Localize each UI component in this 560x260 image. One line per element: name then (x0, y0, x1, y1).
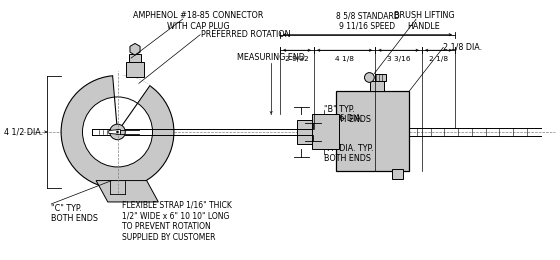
Text: FLEXIBLE STRAP 1/16" THICK
1/2" WIDE x 6" 10 10" LONG
TO PREVENT ROTATION
SUPPLI: FLEXIBLE STRAP 1/16" THICK 1/2" WIDE x 6… (123, 200, 232, 242)
Text: PREFERRED ROTATION: PREFERRED ROTATION (201, 30, 291, 39)
Bar (129, 54, 141, 62)
Circle shape (115, 129, 120, 134)
Polygon shape (109, 129, 120, 134)
Text: 2 9/32: 2 9/32 (285, 56, 309, 62)
Bar (375, 74, 386, 81)
Wedge shape (113, 76, 150, 132)
Text: BRUSH LIFTING
HANDLE: BRUSH LIFTING HANDLE (394, 11, 454, 31)
Text: "A" DIA. TYP.
BOTH ENDS: "A" DIA. TYP. BOTH ENDS (324, 144, 373, 163)
Circle shape (110, 124, 125, 140)
Circle shape (116, 131, 119, 133)
Text: AMPHENOL #18-85 CONNECTOR
WITH CAP PLUG: AMPHENOL #18-85 CONNECTOR WITH CAP PLUG (133, 11, 263, 31)
Bar (337, 91, 409, 171)
Text: "C" TYP.
BOTH ENDS: "C" TYP. BOTH ENDS (52, 204, 99, 223)
Bar (392, 169, 403, 179)
Text: 3 3/16: 3 3/16 (387, 56, 410, 62)
Circle shape (365, 73, 374, 82)
Text: 1 15/16 DIA.: 1 15/16 DIA. (314, 113, 363, 122)
Text: 4 1/2 DIA.: 4 1/2 DIA. (4, 127, 44, 136)
Bar (312, 114, 339, 150)
Text: "B" TYP.
BOTH ENDS: "B" TYP. BOTH ENDS (324, 105, 371, 124)
Text: MEASURING END: MEASURING END (237, 53, 305, 62)
Text: 8 5/8 STANDARD
9 11/16 SPEED: 8 5/8 STANDARD 9 11/16 SPEED (335, 11, 399, 31)
Bar (297, 120, 313, 144)
Bar (370, 81, 384, 91)
Circle shape (61, 76, 174, 188)
Text: 2 1/8: 2 1/8 (429, 56, 448, 62)
Circle shape (82, 97, 152, 167)
Text: 4 1/8: 4 1/8 (335, 56, 354, 62)
Polygon shape (96, 181, 158, 202)
Text: 2 1/8 DIA.: 2 1/8 DIA. (444, 43, 482, 52)
Bar (126, 62, 144, 77)
